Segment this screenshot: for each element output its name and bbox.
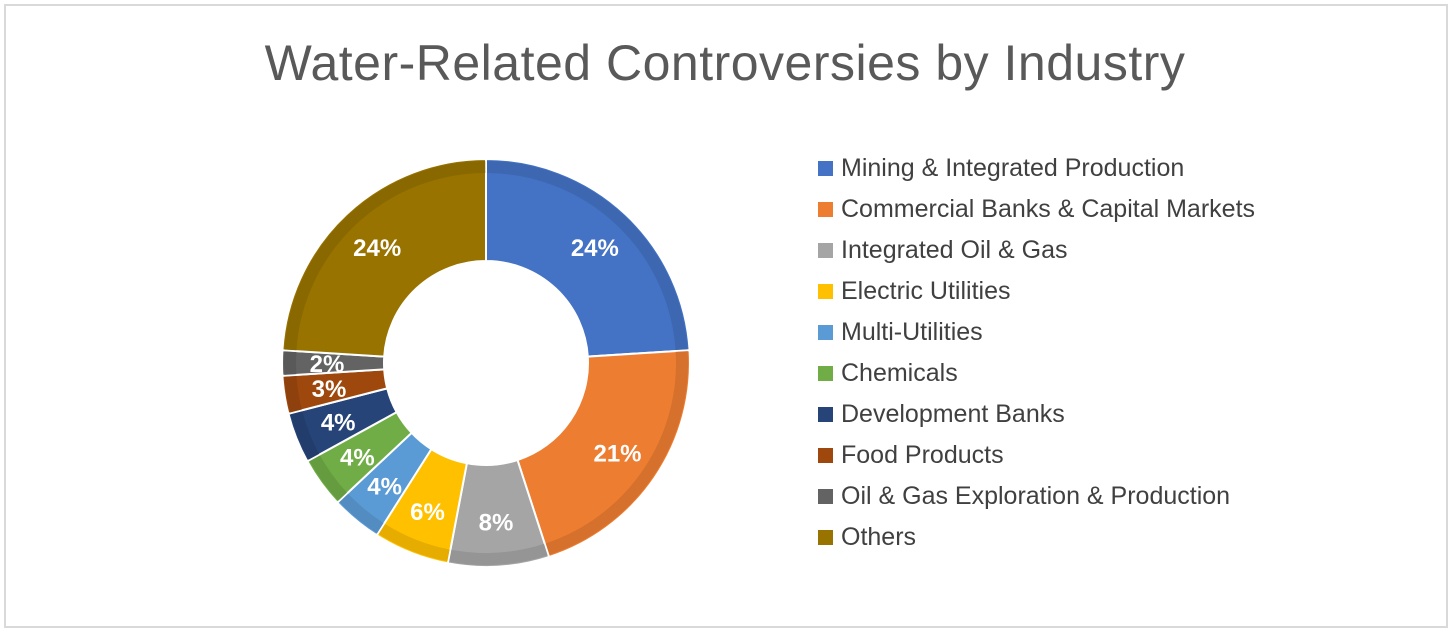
legend-label: Mining & Integrated Production (841, 154, 1185, 182)
chart-frame (4, 4, 1448, 628)
legend-label: Commercial Banks & Capital Markets (841, 195, 1256, 223)
donut-slice-edge-4 (378, 523, 450, 562)
legend-swatch (818, 489, 833, 504)
slice-data-label-7: 4% (321, 410, 356, 437)
legend-swatch (818, 284, 833, 299)
legend-label: Others (841, 523, 917, 551)
legend-swatch (818, 407, 833, 422)
slice-data-label-1: 24% (571, 235, 619, 262)
legend-swatch (818, 202, 833, 217)
legend-swatch (818, 366, 833, 381)
donut-slice-2 (516, 349, 691, 559)
legend-label: Food Products (841, 441, 1004, 469)
legend-swatch (818, 243, 833, 258)
legend-item-4: Electric Utilities (818, 271, 1255, 312)
slice-data-label-10: 24% (353, 235, 401, 262)
legend-swatch (818, 325, 833, 340)
legend-item-3: Integrated Oil & Gas (818, 230, 1255, 271)
slice-data-label-2: 21% (593, 440, 641, 467)
slice-data-label-6: 4% (340, 444, 375, 471)
donut-slice-edge-8 (284, 375, 302, 413)
donut-slice-edge-2 (545, 351, 688, 555)
slice-data-label-5: 4% (367, 474, 402, 501)
legend-item-1: Mining & Integrated Production (818, 148, 1255, 189)
legend-item-5: Multi-Utilities (818, 312, 1255, 353)
legend-label: Electric Utilities (841, 277, 1011, 305)
donut-slice-edge-7 (290, 410, 320, 460)
donut-slice-edge-6 (309, 455, 348, 501)
legend-item-10: Others (818, 517, 1255, 558)
chart-title: Water-Related Controversies by Industry (264, 35, 1186, 91)
slice-data-label-9: 2% (310, 351, 345, 378)
legend-swatch (818, 161, 833, 176)
legend-item-8: Food Products (818, 435, 1255, 476)
legend-label: Development Banks (841, 400, 1065, 428)
legend-item-6: Chemicals (818, 353, 1255, 394)
donut-slice-10 (281, 157, 487, 358)
donut-slice-edge-5 (339, 493, 384, 534)
legend-swatch (818, 448, 833, 463)
donut-slice-edge-10 (284, 161, 486, 351)
legend-item-9: Oil & Gas Exploration & Production (818, 476, 1255, 517)
legend-label: Chemicals (841, 359, 958, 387)
slice-data-label-4: 6% (410, 499, 445, 526)
legend-label: Oil & Gas Exploration & Production (841, 482, 1231, 510)
slice-data-label-8: 3% (312, 376, 347, 403)
legend-label: Multi-Utilities (841, 318, 983, 346)
legend-item-7: Development Banks (818, 394, 1255, 435)
legend-item-2: Commercial Banks & Capital Markets (818, 189, 1255, 230)
chart-legend: Mining & Integrated Production Commercial… (818, 148, 1255, 558)
donut-slice-edge-1 (486, 161, 688, 351)
donut-slice-1 (485, 157, 691, 358)
legend-swatch (818, 530, 833, 545)
donut-slice-edge-3 (448, 543, 548, 565)
slice-data-label-3: 8% (479, 510, 514, 537)
legend-label: Integrated Oil & Gas (841, 236, 1068, 264)
